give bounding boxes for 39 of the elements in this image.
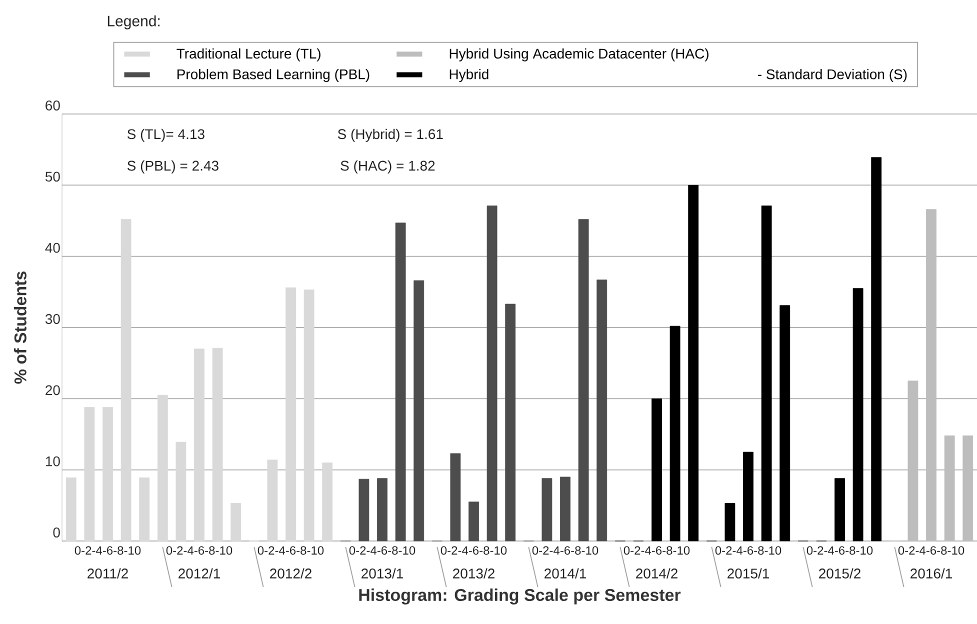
text: 0-2-4-6-8-10: [898, 546, 964, 555]
text: - Standard Deviation (S): [758, 68, 907, 82]
text: 0-2-4-6-8-10: [74, 546, 141, 555]
text: 2012/1: [178, 568, 220, 578]
text: 0-2-4-6-8-10: [532, 546, 598, 555]
text: 0-2-4-6-8-10: [715, 546, 782, 555]
y-tick-label: 60: [46, 100, 60, 110]
legend-label: Hybrid Using Academic Datacenter (HAC): [450, 48, 708, 62]
y-tick-label: 0: [53, 528, 60, 538]
text: 0-2-4-6-8-10: [349, 546, 416, 555]
y-tick-label: 20: [46, 385, 60, 396]
text: 2013/1: [362, 568, 403, 578]
text: 2013/2: [453, 568, 494, 578]
text: 2011/2: [88, 568, 128, 578]
text: 0-2-4-6-8-10: [440, 546, 507, 555]
text: 2014/1: [544, 568, 586, 578]
text: 0-2-4-6-8-10: [166, 546, 232, 555]
y-tick-label: 10: [46, 456, 60, 466]
legend-label: Traditional Lecture (TL): [176, 48, 320, 62]
text: 0-2-4-6-8-10: [806, 546, 873, 555]
text: 2014/2: [636, 568, 678, 578]
x-axis-title: Histogram: Grading Scale per Semester: [359, 588, 681, 604]
y-tick-label: 40: [45, 242, 60, 253]
annotation: S (PBL) = 2.43: [127, 160, 218, 174]
y-tick-label: 30: [45, 314, 60, 324]
text: 0-2-4-6-8-10: [258, 546, 324, 555]
y-axis-title: % of Students: [14, 272, 26, 384]
annotation: S (TL)= 4.13: [127, 128, 204, 142]
annotation: S (HAC) = 1.82: [340, 160, 435, 174]
text: 2012/2: [270, 568, 312, 578]
legend-label: Problem Based Learning (PBL): [177, 68, 370, 82]
legend-title: Legend:: [108, 15, 160, 30]
text: 2016/1: [910, 568, 952, 578]
text: 0-2-4-6-8-10: [624, 546, 690, 555]
text: 2015/1: [728, 568, 769, 578]
legend-label: Hybrid: [450, 68, 488, 82]
y-tick-label: 50: [45, 172, 60, 182]
text: 2015/2: [819, 568, 860, 578]
annotation: S (Hybrid) = 1.61: [338, 128, 443, 142]
